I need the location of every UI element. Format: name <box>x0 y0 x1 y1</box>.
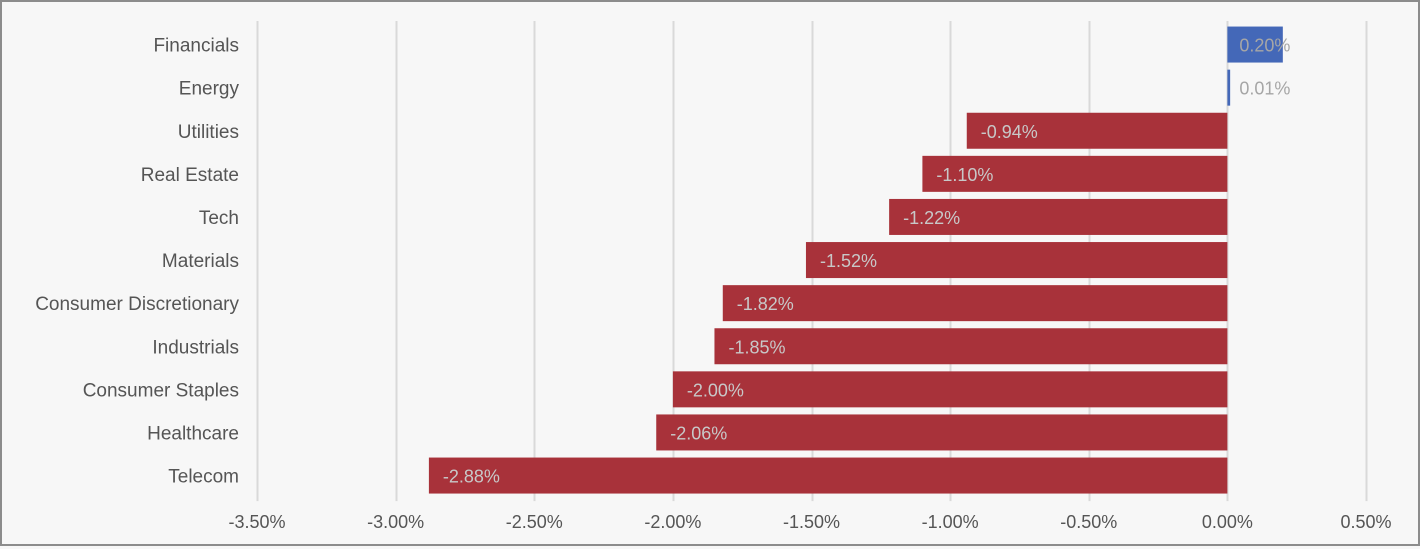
category-label: Real Estate <box>141 165 239 186</box>
data-label: -0.94% <box>981 122 1038 142</box>
category-label: Financials <box>153 36 239 57</box>
bar <box>722 285 1228 322</box>
category-label: Utilities <box>178 122 239 143</box>
category-label: Energy <box>179 79 240 100</box>
bar <box>1227 69 1231 106</box>
data-label: 0.01% <box>1239 79 1290 99</box>
data-label: -1.10% <box>936 165 993 185</box>
bar <box>889 198 1228 235</box>
x-tick-label: -3.50% <box>228 512 285 532</box>
x-tick-label: -2.50% <box>506 512 563 532</box>
x-tick-label: -1.50% <box>783 512 840 532</box>
x-tick-label: -3.00% <box>367 512 424 532</box>
category-label: Tech <box>199 208 239 229</box>
bar <box>922 155 1228 192</box>
bar <box>428 457 1228 494</box>
x-tick-label: 0.50% <box>1340 512 1391 532</box>
bar <box>966 112 1228 149</box>
data-label: -1.52% <box>820 251 877 271</box>
category-label: Materials <box>162 251 239 272</box>
data-label: -2.00% <box>687 380 744 400</box>
category-label: Industrials <box>152 337 239 358</box>
data-label: -1.22% <box>903 208 960 228</box>
bar <box>672 371 1228 408</box>
data-label: 0.20% <box>1239 36 1290 56</box>
bar <box>714 328 1228 365</box>
data-label: -1.85% <box>728 337 785 357</box>
x-tick-label: -0.50% <box>1060 512 1117 532</box>
bar <box>1227 26 1283 63</box>
x-tick-label: -2.00% <box>644 512 701 532</box>
x-tick-label: -1.00% <box>922 512 979 532</box>
category-label: Consumer Discretionary <box>35 294 239 315</box>
data-label: -2.88% <box>443 467 500 487</box>
data-label: -1.82% <box>737 294 794 314</box>
x-tick-label: 0.00% <box>1202 512 1253 532</box>
bar <box>656 414 1228 451</box>
data-label: -2.06% <box>670 423 727 443</box>
category-label: Telecom <box>168 467 239 488</box>
category-label: Consumer Staples <box>83 380 239 401</box>
category-label: Healthcare <box>147 423 239 444</box>
bar <box>805 242 1228 279</box>
